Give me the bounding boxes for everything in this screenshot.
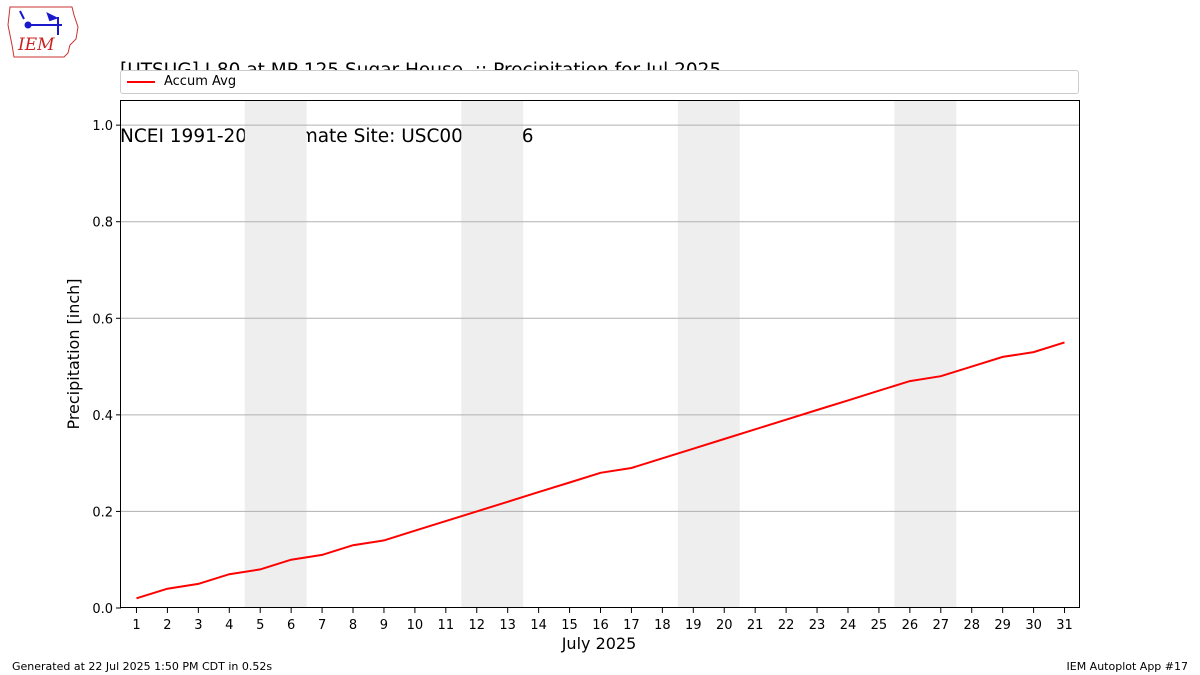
series-line-accum-avg [136,341,1065,600]
x-tick-label: 20 [716,618,733,633]
x-tick-label: 30 [1025,618,1042,633]
series-lines [136,341,1065,600]
weekend-band [894,101,957,608]
x-tick-label: 28 [963,618,980,633]
legend-label: Accum Avg [164,74,237,89]
x-tick-label: 13 [499,618,516,633]
x-tick-label: 21 [747,618,764,633]
x-tick-label: 5 [256,618,264,633]
y-tick-label: 0.4 [92,409,113,424]
footer-generated: Generated at 22 Jul 2025 1:50 PM CDT in … [12,660,273,673]
x-tick-label: 8 [349,618,357,633]
y-tick-label: 1.0 [92,119,113,134]
iowa-outline-icon [7,6,79,58]
y-tick-label: 0.2 [92,505,113,520]
weekend-band [677,101,740,608]
y-tick-label: 0.8 [92,216,113,231]
x-tick-label: 6 [287,618,295,633]
x-tick-label: 27 [933,618,950,633]
x-tick-label: 18 [654,618,671,633]
x-tick-label: 1 [132,618,140,633]
y-tick-label: 0.6 [92,312,113,327]
x-tick-label: 17 [623,618,640,633]
y-axis-ticks: 0.0 0.2 0.4 0.6 0.8 1.0 [92,119,121,617]
x-tick-label: 26 [902,618,919,633]
x-axis-ticks: 1 2 3 4 5 6 7 8 9 10 11 12 13 14 15 16 17 18 19 20 21 22 23 24 2… [132,608,1073,633]
x-tick-label: 29 [994,618,1011,633]
x-tick-label: 9 [380,618,388,633]
weekend-band [244,101,307,608]
weekend-band [461,101,524,608]
x-tick-label: 24 [840,618,857,633]
weekend-shading [244,101,957,608]
plot-frame [120,100,1080,608]
x-tick-label: 22 [778,618,795,633]
x-tick-label: 31 [1056,618,1073,633]
legend-swatch [127,81,155,83]
x-tick-label: 10 [407,618,424,633]
x-tick-label: 25 [871,618,888,633]
x-tick-label: 2 [163,618,171,633]
x-tick-label: 19 [685,618,702,633]
legend: Accum Avg [120,70,1079,94]
y-tick-label: 0.0 [92,602,113,617]
logo-text: IEM [17,35,55,55]
x-axis-label: July 2025 [561,634,637,653]
x-tick-label: 11 [438,618,455,633]
iem-logo: IEM [7,6,79,58]
x-tick-label: 15 [561,618,578,633]
footer-app: IEM Autoplot App #17 [1066,660,1189,673]
weather-station-icon [19,10,62,35]
grid-lines [121,124,1080,512]
x-tick-label: 3 [194,618,202,633]
x-tick-label: 4 [225,618,233,633]
x-tick-label: 14 [530,618,547,633]
x-tick-label: 12 [468,618,485,633]
x-tick-label: 16 [592,618,609,633]
x-tick-label: 7 [318,618,326,633]
y-axis-label: Precipitation [inch] [64,278,83,429]
x-tick-label: 23 [809,618,826,633]
